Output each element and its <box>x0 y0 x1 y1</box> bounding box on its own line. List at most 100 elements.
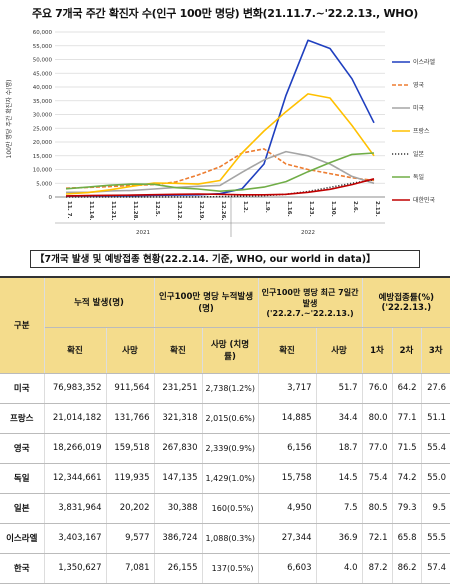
x-tick-label: 12.5. <box>154 201 160 217</box>
cell-pm-deaths: 2,015(0.6%) <box>202 403 259 434</box>
y-tick-label: 15,000 <box>33 154 53 160</box>
cell-r7-deaths: 14.5 <box>316 463 363 494</box>
cell-pm-cases: 30,388 <box>154 493 203 524</box>
header-per-million: 인구100만 명당 누적발생(명) <box>154 276 259 328</box>
cell-v1: 80.5 <box>362 493 393 524</box>
legend-label: 일본 <box>413 150 425 158</box>
x-tick-labels: 11. 7. 11.14. 11.21. 11.28. 12.5. 12.12. 12.19… <box>66 201 380 221</box>
cell-pm-deaths: 2,339(0.9%) <box>202 433 259 464</box>
cell-v2: 71.5 <box>392 433 422 464</box>
cell-r7-deaths: 18.7 <box>316 433 363 464</box>
row-country: 프랑스 <box>0 403 45 434</box>
series-lines <box>65 39 375 198</box>
y-tick-label: 60,000 <box>33 30 53 36</box>
series-line <box>65 39 375 197</box>
cell-v3: 9.5 <box>421 493 450 524</box>
row-country: 이스라엘 <box>0 523 45 554</box>
x-tick-label: 2.6. <box>352 201 358 213</box>
cell-r7-deaths: 34.4 <box>316 403 363 434</box>
cell-v2: 64.2 <box>392 373 422 404</box>
table-row: 영국 18,266,019 159,518 267,830 2,339(0.9%) 6,1… <box>0 433 450 464</box>
cell-cum-cases: 12,344,661 <box>44 463 107 494</box>
x-tick-label: 1.30. <box>330 201 336 217</box>
cell-v2: 86.2 <box>392 553 422 584</box>
cell-v1: 87.2 <box>362 553 393 584</box>
cell-cum-cases: 18,266,019 <box>44 433 107 464</box>
cell-cum-deaths: 911,564 <box>106 373 155 404</box>
header-cases: 확진 <box>258 327 317 374</box>
cell-v3: 55.0 <box>421 463 450 494</box>
header-dose3: 3차 <box>421 327 450 374</box>
header-cumulative: 누적 발생(명) <box>44 276 155 328</box>
table-row: 이스라엘 3,403,167 9,577 386,724 1,088(0.3%) 27,3… <box>0 523 450 554</box>
table-row: 미국 76,983,352 911,564 231,251 2,738(1.2%) 3,7… <box>0 373 450 404</box>
series-line <box>65 93 375 195</box>
x-tick-label: 12.26. <box>220 201 226 221</box>
cell-cum-cases: 1,350,627 <box>44 553 107 584</box>
series-line <box>65 178 375 197</box>
cell-r7-deaths: 36.9 <box>316 523 363 554</box>
header-group: 구분 <box>0 276 45 374</box>
cell-v2: 79.3 <box>392 493 422 524</box>
header-deaths-cfr: 사망 (치명률) <box>202 327 259 374</box>
chart-grid <box>55 31 385 198</box>
cell-r7-cases: 6,156 <box>258 433 317 464</box>
header-cases: 확진 <box>154 327 203 374</box>
x-tick-label: 12.12. <box>176 201 182 221</box>
cell-v1: 75.4 <box>362 463 393 494</box>
cell-r7-cases: 14,885 <box>258 403 317 434</box>
cell-r7-cases: 6,603 <box>258 553 317 584</box>
header-vaccination: 예방접종률(%) ('22.2.13.) <box>362 276 450 328</box>
cell-cum-deaths: 119,935 <box>106 463 155 494</box>
cell-pm-deaths: 1,088(0.3%) <box>202 523 259 554</box>
line-chart: 0 5,000 10,000 15,000 20,000 25,000 30,000 35,0… <box>5 30 436 237</box>
row-country: 독일 <box>0 463 45 494</box>
series-line <box>66 150 375 194</box>
cell-r7-deaths: 4.0 <box>316 553 363 584</box>
series-line <box>65 152 375 192</box>
y-tick-label: 50,000 <box>33 58 53 64</box>
y-tick-label: 20,000 <box>33 140 53 146</box>
x-tick-label: 11.14. <box>88 201 94 221</box>
cell-cum-deaths: 9,577 <box>106 523 155 554</box>
y-tick-label: 25,000 <box>33 126 53 132</box>
x-tick-label: 1.23. <box>308 201 314 217</box>
table-title: 【7개국 발생 및 예방접종 현황(22.2.14. 기준, WHO, our … <box>30 250 420 268</box>
table-body: 미국 76,983,352 911,564 231,251 2,738(1.2%) 3,7… <box>0 373 450 584</box>
cell-v3: 55.5 <box>421 523 450 554</box>
cell-pm-deaths: 137(0.5%) <box>202 553 259 584</box>
cell-pm-cases: 321,318 <box>154 403 203 434</box>
header-cases: 확진 <box>44 327 107 374</box>
cell-r7-cases: 4,950 <box>258 493 317 524</box>
cell-v3: 51.1 <box>421 403 450 434</box>
x-tick-label: 1.9. <box>264 201 270 213</box>
cell-r7-cases: 27,344 <box>258 523 317 554</box>
x-tick-label: 11.28. <box>132 201 138 221</box>
cell-r7-cases: 15,758 <box>258 463 317 494</box>
y-tick-labels: 0 5,000 10,000 15,000 20,000 25,000 30,000 35,0… <box>33 30 53 201</box>
legend-label: 대한민국 <box>413 196 436 204</box>
cell-pm-cases: 26,155 <box>154 553 203 584</box>
x-tick-label: 1.16. <box>286 201 292 217</box>
cell-cum-deaths: 159,518 <box>106 433 155 464</box>
chart-title: 주요 7개국 주간 확진자 수(인구 100만 명당) 변화(21.11.7.~… <box>32 7 418 20</box>
cell-cum-deaths: 131,766 <box>106 403 155 434</box>
cell-r7-deaths: 7.5 <box>316 493 363 524</box>
year-label: 2022 <box>301 230 315 236</box>
cell-v1: 76.0 <box>362 373 393 404</box>
header-deaths: 사망 <box>316 327 363 374</box>
header-dose1: 1차 <box>362 327 393 374</box>
x-tick-label: 11.21. <box>110 201 116 221</box>
cell-v3: 55.4 <box>421 433 450 464</box>
cell-v2: 74.2 <box>392 463 422 494</box>
header-deaths: 사망 <box>106 327 155 374</box>
cell-v3: 57.4 <box>421 553 450 584</box>
series-line <box>65 148 375 189</box>
legend-label: 이스라엘 <box>413 58 436 66</box>
cell-pm-cases: 267,830 <box>154 433 203 464</box>
table-row: 한국 1,350,627 7,081 26,155 137(0.5%) 6,603 4.0 8… <box>0 553 450 584</box>
header-recent7: 인구100만 명당 최근 7일간 발생 ('22.2.7.~'22.2.13.) <box>258 276 363 328</box>
cell-pm-deaths: 2,738(1.2%) <box>202 373 259 404</box>
row-country: 일본 <box>0 493 45 524</box>
